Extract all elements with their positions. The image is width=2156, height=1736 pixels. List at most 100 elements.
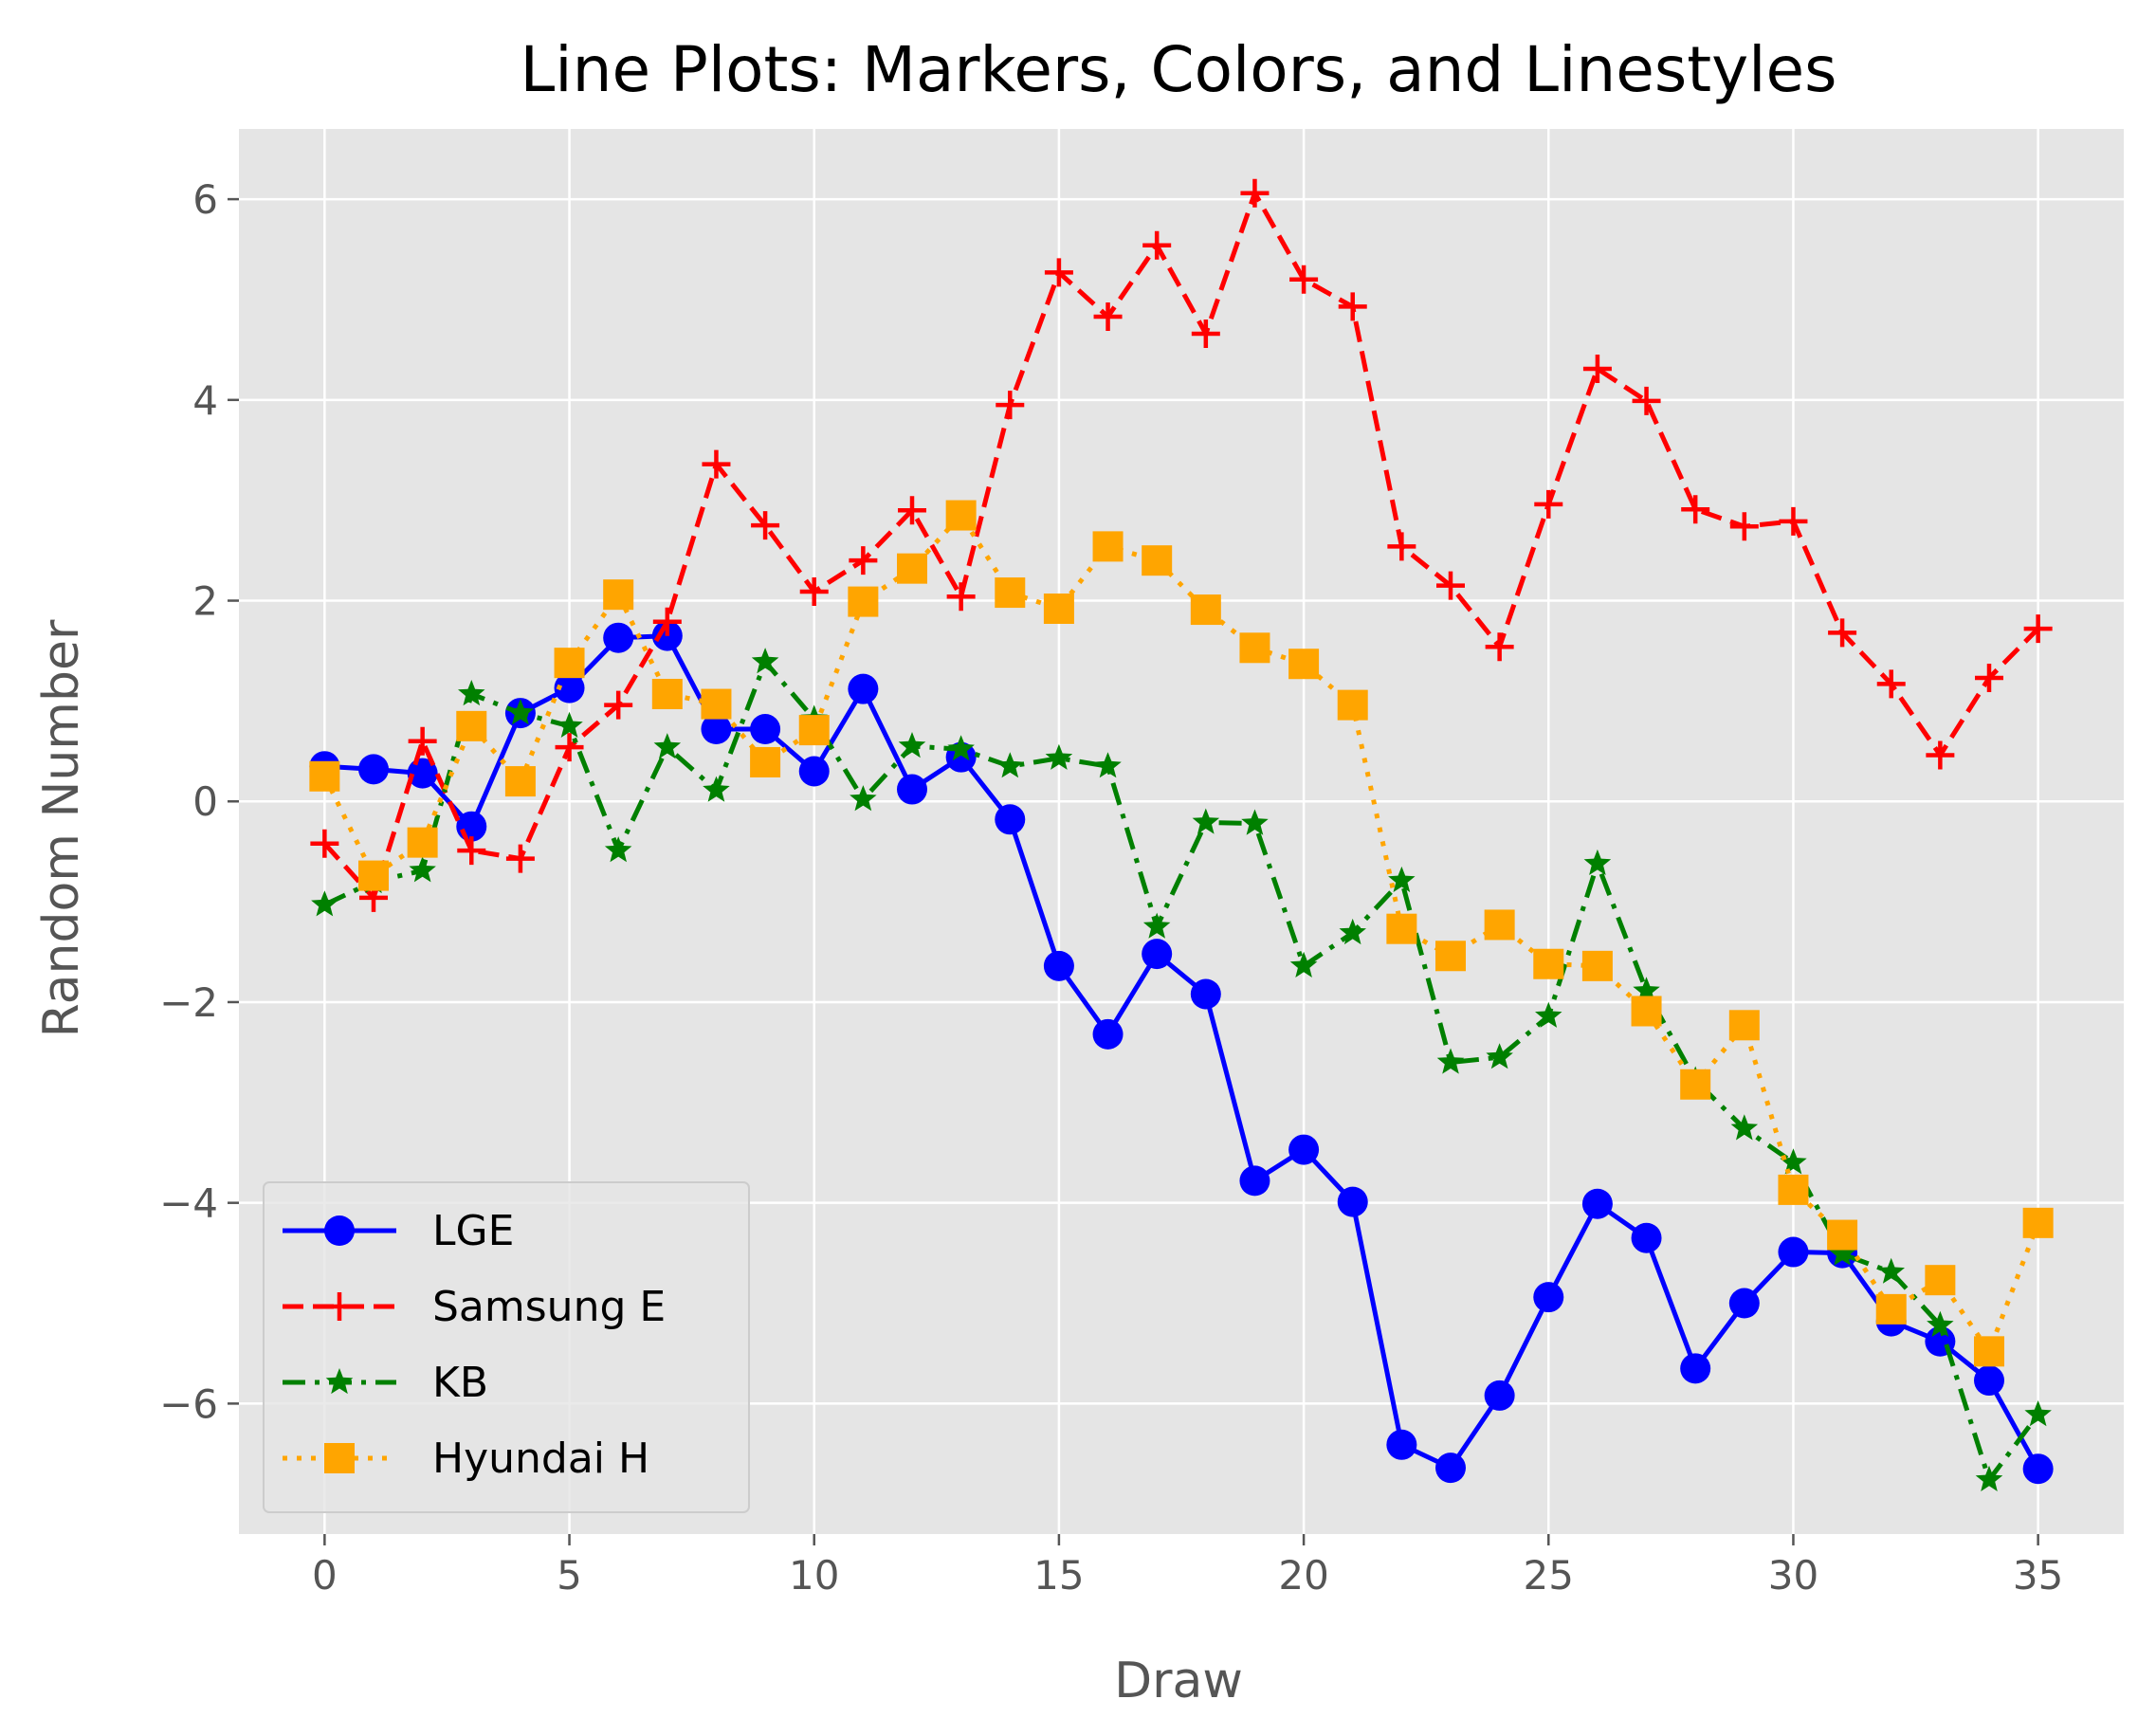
data-point-samsung-e <box>1975 664 2003 693</box>
data-point-lge <box>2022 1453 2054 1485</box>
data-point-lge <box>897 774 927 805</box>
data-point-kb <box>1583 849 1612 875</box>
data-point-samsung-e <box>849 546 878 576</box>
data-point-samsung-e <box>1729 512 1759 541</box>
legend-box <box>263 1181 750 1513</box>
legend-marker-hyundai-h <box>324 1443 355 1473</box>
data-point-hyundai-h <box>1239 632 1270 664</box>
data-point-lge <box>1190 978 1221 1010</box>
data-point-hyundai-h <box>1533 948 1564 979</box>
data-point-hyundai-h <box>1190 594 1221 626</box>
data-point-kb <box>996 752 1024 778</box>
data-point-samsung-e <box>996 391 1025 420</box>
data-point-hyundai-h <box>1581 950 1613 981</box>
legend-label-samsung-e: Samsung E <box>432 1283 666 1331</box>
series-samsung-e <box>310 178 2053 912</box>
y-tick-label: −6 <box>159 1380 218 1427</box>
data-point-hyundai-h <box>1092 531 1124 562</box>
legend-item-kb: KB <box>283 1359 488 1407</box>
y-axis-label: Random Number <box>33 619 90 1037</box>
data-point-kb <box>1388 866 1416 892</box>
y-tick-label: 0 <box>192 778 218 825</box>
x-tick-label: 5 <box>557 1552 582 1599</box>
data-point-hyundai-h <box>1680 1069 1711 1100</box>
data-point-lge <box>1386 1429 1417 1460</box>
legend-item-lge: LGE <box>283 1207 514 1255</box>
series-line-hyundai-h <box>322 513 2040 1354</box>
data-point-samsung-e <box>1926 740 1955 770</box>
data-point-lge <box>701 714 732 745</box>
data-point-kb <box>703 776 730 802</box>
data-point-lge <box>1435 1453 1466 1484</box>
data-point-hyundai-h <box>554 648 585 679</box>
data-point-kb <box>1633 977 1660 1003</box>
legend-label-kb: KB <box>432 1359 488 1407</box>
data-point-lge <box>848 673 879 704</box>
data-point-samsung-e <box>1582 354 1612 383</box>
data-point-samsung-e <box>1142 230 1172 260</box>
data-point-kb <box>1289 951 1318 978</box>
data-point-lge <box>1337 1186 1368 1217</box>
data-point-samsung-e <box>1779 506 1808 536</box>
data-point-hyundai-h <box>2022 1207 2054 1238</box>
data-point-hyundai-h <box>1827 1219 1858 1251</box>
legend-marker-kb <box>325 1368 354 1395</box>
data-point-samsung-e <box>799 577 829 607</box>
data-point-lge <box>1631 1222 1662 1253</box>
legend-label-hyundai-h: Hyundai H <box>432 1434 649 1483</box>
data-point-hyundai-h <box>603 579 634 611</box>
data-point-samsung-e <box>1828 618 1857 648</box>
data-point-kb <box>604 836 632 863</box>
y-tick-label: 6 <box>192 176 218 223</box>
data-point-samsung-e <box>310 829 339 858</box>
data-point-lge <box>1778 1236 1809 1268</box>
data-point-kb <box>1094 752 1122 778</box>
data-point-hyundai-h <box>897 553 927 584</box>
data-point-kb <box>751 648 779 674</box>
data-point-hyundai-h <box>1875 1293 1907 1325</box>
data-point-samsung-e <box>555 733 584 762</box>
data-point-hyundai-h <box>848 586 879 617</box>
data-point-hyundai-h <box>1778 1174 1809 1205</box>
data-point-hyundai-h <box>407 827 438 858</box>
data-point-samsung-e <box>652 607 682 636</box>
legend-item-samsung-e: Samsung E <box>283 1283 666 1331</box>
series-line-kb <box>323 659 2040 1483</box>
data-point-kb <box>1828 1239 1856 1266</box>
data-point-kb <box>1436 1048 1465 1074</box>
data-point-samsung-e <box>751 511 780 540</box>
data-point-samsung-e <box>457 836 486 866</box>
data-point-kb <box>947 735 975 761</box>
data-point-hyundai-h <box>945 500 977 531</box>
data-point-kb <box>458 680 485 706</box>
data-point-hyundai-h <box>1631 996 1662 1027</box>
data-point-samsung-e <box>1436 571 1465 600</box>
legend-marker-samsung-e <box>325 1292 354 1321</box>
data-point-hyundai-h <box>701 688 732 720</box>
data-point-kb <box>850 785 877 812</box>
data-point-lge <box>603 622 634 653</box>
data-point-lge <box>407 758 438 789</box>
series-kb <box>311 648 2052 1491</box>
series-line-samsung-e <box>322 191 2040 901</box>
grid-lines <box>239 129 2124 1534</box>
data-point-kb <box>1877 1257 1905 1284</box>
data-point-samsung-e <box>604 690 633 720</box>
data-point-kb <box>556 711 583 738</box>
data-point-kb <box>1486 1043 1513 1069</box>
data-point-lge <box>1092 1018 1124 1050</box>
legend-item-hyundai-h: Hyundai H <box>283 1434 649 1483</box>
data-point-lge <box>1288 1134 1320 1165</box>
legend-label-lge: LGE <box>432 1207 514 1255</box>
data-point-lge <box>358 754 389 785</box>
data-point-samsung-e <box>946 582 976 612</box>
data-point-kb <box>1780 1148 1807 1175</box>
data-point-hyundai-h <box>358 860 389 891</box>
data-point-kb <box>1927 1310 1954 1337</box>
data-point-samsung-e <box>1338 292 1367 321</box>
data-point-lge <box>995 804 1026 835</box>
data-point-lge <box>1728 1288 1760 1319</box>
data-point-samsung-e <box>1289 265 1319 294</box>
data-point-kb <box>1339 918 1366 945</box>
data-point-samsung-e <box>505 844 535 873</box>
